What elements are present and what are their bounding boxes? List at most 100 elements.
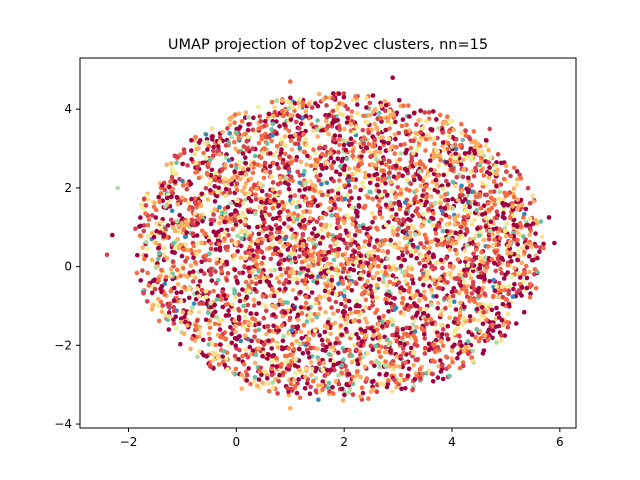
scatter-point — [346, 174, 352, 180]
scatter-point — [451, 264, 457, 269]
scatter-point — [199, 228, 205, 234]
scatter-point — [200, 219, 205, 224]
scatter-point — [350, 97, 356, 103]
scatter-point — [169, 174, 175, 180]
scatter-point — [309, 290, 315, 295]
scatter-point — [270, 337, 275, 343]
scatter-point — [256, 104, 261, 110]
scatter-point — [348, 136, 354, 141]
scatter-point — [443, 354, 449, 360]
scatter-point — [222, 236, 227, 241]
scatter-point — [462, 315, 467, 321]
scatter-point — [309, 122, 315, 127]
scatter-point — [436, 173, 441, 178]
scatter-point — [271, 323, 276, 329]
scatter-point — [226, 308, 231, 313]
scatter-point — [354, 358, 360, 363]
scatter-point — [285, 209, 291, 214]
scatter-point — [318, 295, 323, 300]
scatter-point — [386, 342, 391, 348]
scatter-point — [421, 263, 427, 269]
scatter-point — [256, 327, 262, 333]
scatter-point — [358, 253, 364, 259]
scatter-point — [507, 254, 513, 259]
scatter-point — [375, 295, 380, 300]
scatter-point — [419, 202, 424, 207]
scatter-point — [320, 235, 325, 240]
scatter-point — [432, 141, 437, 147]
scatter-point — [220, 304, 226, 310]
scatter-point — [295, 276, 300, 281]
scatter-point — [418, 241, 424, 246]
scatter-point — [374, 225, 379, 231]
scatter-point — [424, 240, 429, 245]
scatter-point — [385, 118, 391, 124]
scatter-point — [240, 353, 245, 359]
scatter-point — [145, 222, 151, 228]
scatter-point — [149, 307, 155, 312]
scatter-point — [391, 174, 397, 179]
scatter-point — [363, 334, 368, 339]
scatter-point — [226, 232, 231, 238]
scatter-point — [249, 186, 254, 191]
scatter-point — [291, 306, 297, 312]
scatter-point — [357, 228, 363, 234]
scatter-point — [383, 359, 389, 364]
scatter-point — [404, 122, 409, 128]
scatter-point — [328, 223, 333, 228]
scatter-point — [434, 294, 439, 299]
scatter-point — [242, 333, 248, 338]
scatter-point — [232, 267, 238, 273]
scatter-point — [339, 301, 344, 307]
scatter-point — [359, 291, 365, 297]
scatter-point — [170, 168, 176, 173]
scatter-point — [307, 256, 313, 262]
plot-frame — [79, 57, 577, 429]
scatter-point — [182, 331, 187, 337]
scatter-point — [431, 342, 437, 348]
scatter-point — [313, 388, 319, 393]
scatter-point — [294, 119, 299, 125]
scatter-point — [230, 301, 235, 307]
scatter-point — [324, 283, 330, 289]
scatter-point — [477, 151, 482, 157]
scatter-point — [492, 288, 498, 294]
scatter-point — [274, 119, 279, 124]
scatter-point — [437, 285, 443, 291]
scatter-point — [270, 303, 276, 309]
scatter-point — [253, 197, 259, 202]
scatter-point — [238, 219, 243, 224]
scatter-point — [453, 230, 459, 236]
scatter-point — [440, 327, 446, 332]
scatter-point — [307, 355, 312, 360]
scatter-point — [238, 338, 244, 344]
scatter-point — [385, 337, 390, 342]
scatter-point — [227, 122, 233, 128]
scatter-point — [297, 395, 303, 401]
scatter-point — [294, 216, 300, 222]
scatter-point — [374, 270, 380, 276]
scatter-point — [470, 359, 475, 364]
scatter-point — [403, 386, 408, 391]
scatter-point — [239, 170, 244, 176]
scatter-point — [438, 112, 443, 118]
scatter-point — [485, 169, 490, 175]
scatter-point — [435, 300, 441, 306]
scatter-point — [393, 195, 398, 200]
scatter-point — [494, 209, 500, 214]
scatter-point — [337, 178, 342, 183]
scatter-point — [296, 377, 301, 382]
scatter-point — [380, 248, 386, 254]
scatter-point — [233, 329, 238, 335]
scatter-point — [291, 346, 297, 352]
scatter-point — [288, 406, 293, 411]
scatter-point — [391, 263, 397, 269]
scatter-point — [233, 242, 239, 247]
scatter-point — [329, 163, 334, 169]
scatter-point — [384, 300, 390, 306]
scatter-point — [366, 396, 371, 401]
scatter-point — [507, 283, 512, 289]
scatter-point — [145, 197, 151, 203]
scatter-point — [253, 211, 258, 217]
